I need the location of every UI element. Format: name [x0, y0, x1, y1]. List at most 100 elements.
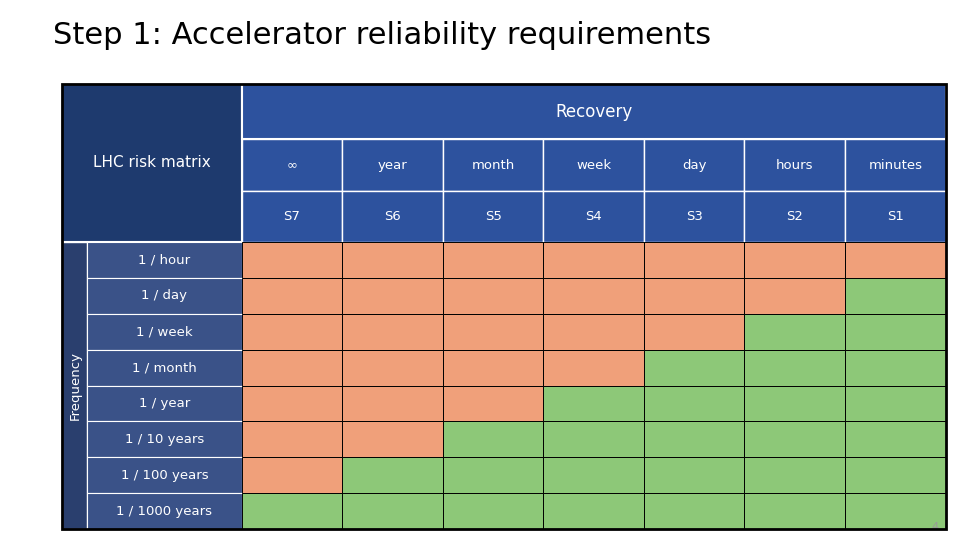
Bar	[242, 421, 343, 457]
Bar	[644, 139, 745, 191]
Bar	[443, 139, 543, 191]
Text: Step 1: Accelerator reliability requirements: Step 1: Accelerator reliability requirem…	[53, 21, 711, 50]
Text: hours: hours	[776, 159, 813, 172]
Text: week: week	[576, 159, 612, 172]
Bar	[644, 278, 745, 314]
Text: Frequency: Frequency	[68, 351, 82, 420]
Bar	[745, 139, 845, 191]
Bar	[242, 139, 343, 191]
Bar	[644, 191, 745, 242]
Bar	[543, 278, 644, 314]
Bar	[845, 493, 946, 529]
Bar	[62, 84, 242, 242]
Bar	[443, 278, 543, 314]
Bar	[443, 386, 543, 421]
Text: S5: S5	[485, 210, 501, 222]
Bar	[242, 191, 343, 242]
Bar	[543, 242, 644, 278]
Bar	[343, 191, 443, 242]
Bar	[443, 421, 543, 457]
Bar	[242, 349, 343, 386]
Bar	[543, 349, 644, 386]
Bar	[87, 278, 242, 314]
Bar	[443, 314, 543, 349]
Text: S6: S6	[384, 210, 401, 222]
Text: ∞: ∞	[286, 159, 298, 172]
Bar	[87, 493, 242, 529]
Bar	[845, 457, 946, 493]
Text: minutes: minutes	[869, 159, 923, 172]
Text: S1: S1	[887, 210, 903, 222]
Text: LHC risk matrix: LHC risk matrix	[93, 156, 211, 170]
Text: 1 / hour: 1 / hour	[138, 253, 190, 266]
Text: 1 / 1000 years: 1 / 1000 years	[116, 505, 212, 518]
Bar	[343, 314, 443, 349]
Bar	[845, 421, 946, 457]
Bar	[87, 457, 242, 493]
Bar	[343, 278, 443, 314]
Bar	[745, 493, 845, 529]
Bar	[343, 139, 443, 191]
Bar	[443, 493, 543, 529]
Bar	[745, 278, 845, 314]
Bar	[343, 457, 443, 493]
Bar	[543, 493, 644, 529]
Text: S3: S3	[685, 210, 703, 222]
Bar	[443, 349, 543, 386]
Bar	[644, 493, 745, 529]
Bar	[87, 349, 242, 386]
Bar	[845, 278, 946, 314]
Bar	[745, 191, 845, 242]
Bar	[343, 242, 443, 278]
Text: 1 / week: 1 / week	[136, 325, 193, 338]
Bar	[242, 84, 946, 139]
Bar	[543, 139, 644, 191]
Bar	[845, 349, 946, 386]
Bar	[242, 242, 343, 278]
Bar	[745, 314, 845, 349]
Bar	[644, 314, 745, 349]
Text: day: day	[682, 159, 707, 172]
Bar	[745, 242, 845, 278]
Bar	[87, 386, 242, 421]
Text: month: month	[471, 159, 515, 172]
Bar	[343, 349, 443, 386]
Bar	[845, 314, 946, 349]
Bar	[343, 493, 443, 529]
Text: 4: 4	[932, 522, 939, 531]
Text: 1 / month: 1 / month	[132, 361, 197, 374]
Text: S4: S4	[586, 210, 602, 222]
Text: 1 / day: 1 / day	[141, 289, 187, 302]
Bar	[62, 84, 946, 529]
Bar	[242, 386, 343, 421]
Bar	[644, 349, 745, 386]
Bar	[242, 457, 343, 493]
Bar	[644, 386, 745, 421]
Bar	[543, 457, 644, 493]
Bar	[343, 386, 443, 421]
Text: year: year	[377, 159, 407, 172]
Bar	[242, 493, 343, 529]
Bar	[87, 314, 242, 349]
Bar	[745, 421, 845, 457]
Bar	[62, 242, 87, 529]
Bar	[745, 457, 845, 493]
Bar	[845, 139, 946, 191]
Bar	[644, 242, 745, 278]
Bar	[242, 278, 343, 314]
Text: 1 / 10 years: 1 / 10 years	[125, 433, 204, 446]
Bar	[543, 421, 644, 457]
Bar	[343, 421, 443, 457]
Bar	[644, 421, 745, 457]
Text: Recovery: Recovery	[555, 103, 633, 120]
Bar	[242, 314, 343, 349]
Bar	[543, 386, 644, 421]
Bar	[644, 457, 745, 493]
Bar	[443, 191, 543, 242]
Bar	[845, 242, 946, 278]
Bar	[443, 242, 543, 278]
Bar	[543, 191, 644, 242]
Text: 1 / year: 1 / year	[139, 397, 190, 410]
Text: 1 / 100 years: 1 / 100 years	[121, 469, 208, 482]
Bar	[87, 242, 242, 278]
